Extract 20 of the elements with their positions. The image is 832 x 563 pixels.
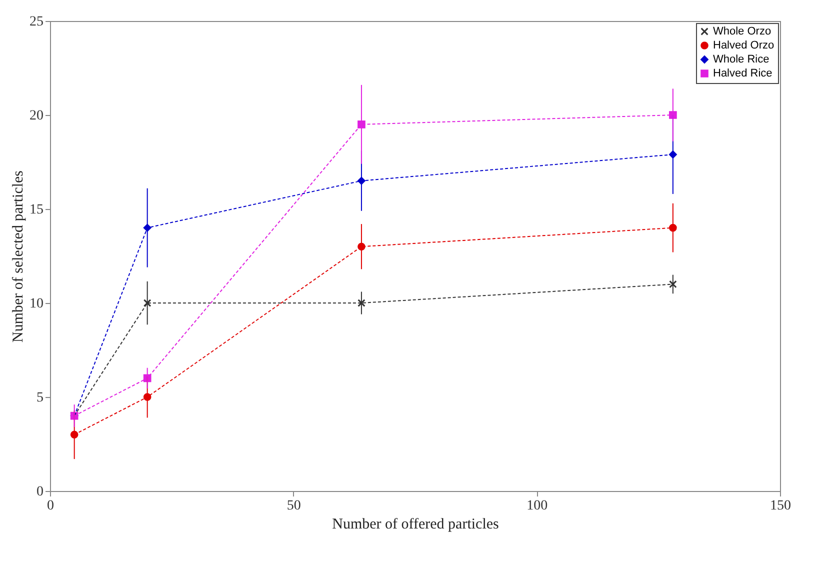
y-tick-label: 15 — [30, 202, 44, 218]
y-tick-label: 5 — [36, 390, 44, 406]
legend-label: Whole Rice — [713, 54, 770, 66]
x-tick-label: 0 — [47, 498, 54, 514]
point — [669, 280, 677, 288]
x-axis-title: Number of offered particles — [332, 516, 500, 532]
y-tick-label: 25 — [30, 14, 44, 30]
x-tick-label: 150 — [770, 498, 791, 514]
y-tick-label: 0 — [36, 484, 44, 500]
y-tick-label: 20 — [30, 108, 44, 124]
point — [358, 299, 366, 307]
point — [143, 299, 152, 307]
legend-label: Halved Rice — [713, 68, 772, 80]
x-tick-label: 50 — [286, 498, 301, 514]
x-tick-label: 100 — [526, 498, 548, 514]
point — [669, 111, 677, 119]
y-tick-label: 10 — [30, 296, 44, 312]
legend-label: Whole Orzo — [713, 26, 772, 38]
legend-label: Halved Orzo — [713, 40, 774, 52]
y-axis-title: Number of selected particles — [10, 170, 26, 343]
